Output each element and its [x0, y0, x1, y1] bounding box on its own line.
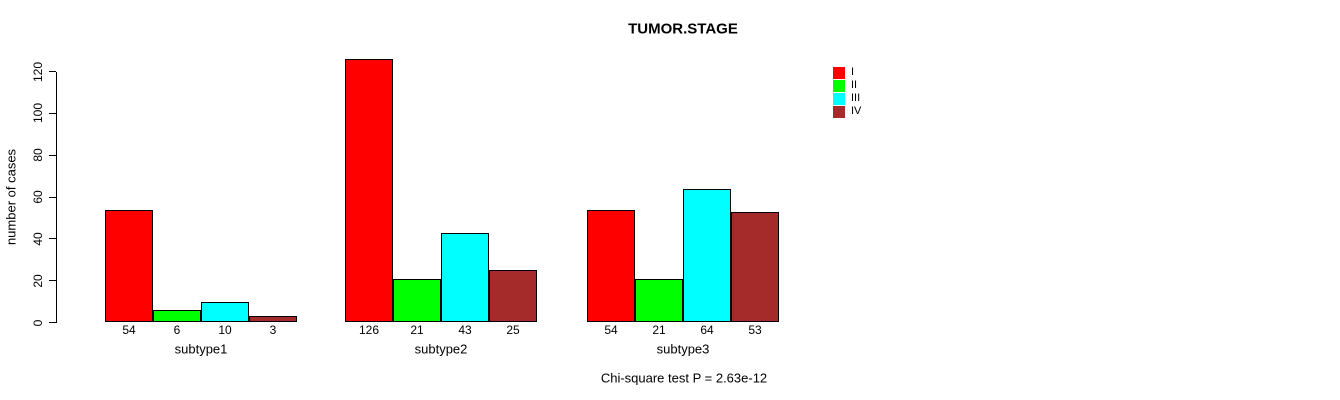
bar-value-label: 54	[604, 323, 618, 337]
bar-value-label: 54	[122, 323, 136, 337]
bar	[105, 209, 153, 323]
chart-caption: Chi-square test P = 2.63e-12	[600, 370, 768, 386]
legend-label: II	[851, 79, 858, 91]
bar-value-label: 126	[358, 323, 380, 337]
legend-color-swatch	[833, 105, 845, 118]
legend: I II III IV	[833, 66, 861, 118]
y-axis-tick	[49, 322, 56, 323]
y-axis-tick	[49, 112, 56, 114]
x-category-label: subtype1	[174, 341, 228, 357]
bar-value-label: 21	[652, 323, 666, 337]
bar-value-label: 3	[269, 323, 277, 337]
bar-value-label: 21	[410, 323, 424, 337]
y-tick-label: 0	[31, 319, 45, 326]
bar	[731, 211, 779, 323]
y-tick-label: 120	[31, 61, 45, 82]
bar-value-label: 64	[700, 323, 714, 337]
y-axis-tick	[49, 280, 56, 282]
bar	[683, 188, 731, 323]
x-category-label: subtype3	[656, 341, 710, 357]
bar	[393, 278, 441, 323]
bar	[153, 309, 201, 323]
legend-item: III	[833, 92, 861, 105]
legend-label: I	[851, 66, 855, 78]
legend-item: I	[833, 66, 861, 79]
y-tick-label: 60	[31, 190, 45, 204]
bar-value-label: 53	[748, 323, 762, 337]
bar	[441, 232, 489, 323]
bar-value-label: 43	[458, 323, 472, 337]
y-axis-tick	[49, 71, 56, 72]
legend-item: II	[833, 79, 861, 92]
y-axis-line	[56, 71, 57, 323]
y-tick-label: 100	[31, 103, 45, 124]
bar-value-label: 10	[218, 323, 232, 337]
y-tick-label: 40	[31, 232, 45, 246]
chart-title: TUMOR.STAGE	[628, 20, 738, 38]
bar	[635, 278, 683, 323]
bar	[345, 58, 393, 323]
legend-label: IV	[851, 105, 862, 117]
legend-color-swatch	[833, 79, 845, 92]
y-axis-tick	[49, 196, 56, 198]
bar	[489, 270, 537, 323]
legend-item: IV	[833, 105, 861, 118]
legend-color-swatch	[833, 66, 845, 79]
bar-value-label: 25	[506, 323, 520, 337]
y-axis-tick	[49, 238, 56, 240]
y-tick-label: 80	[31, 148, 45, 162]
y-tick-label: 20	[31, 273, 45, 288]
x-category-label: subtype2	[414, 341, 468, 357]
bar	[201, 301, 249, 323]
bar-value-label: 6	[173, 323, 181, 337]
legend-label: III	[851, 92, 861, 104]
legend-color-swatch	[833, 92, 845, 105]
y-axis-tick	[49, 154, 56, 156]
bar	[587, 209, 635, 323]
bar	[249, 316, 297, 323]
